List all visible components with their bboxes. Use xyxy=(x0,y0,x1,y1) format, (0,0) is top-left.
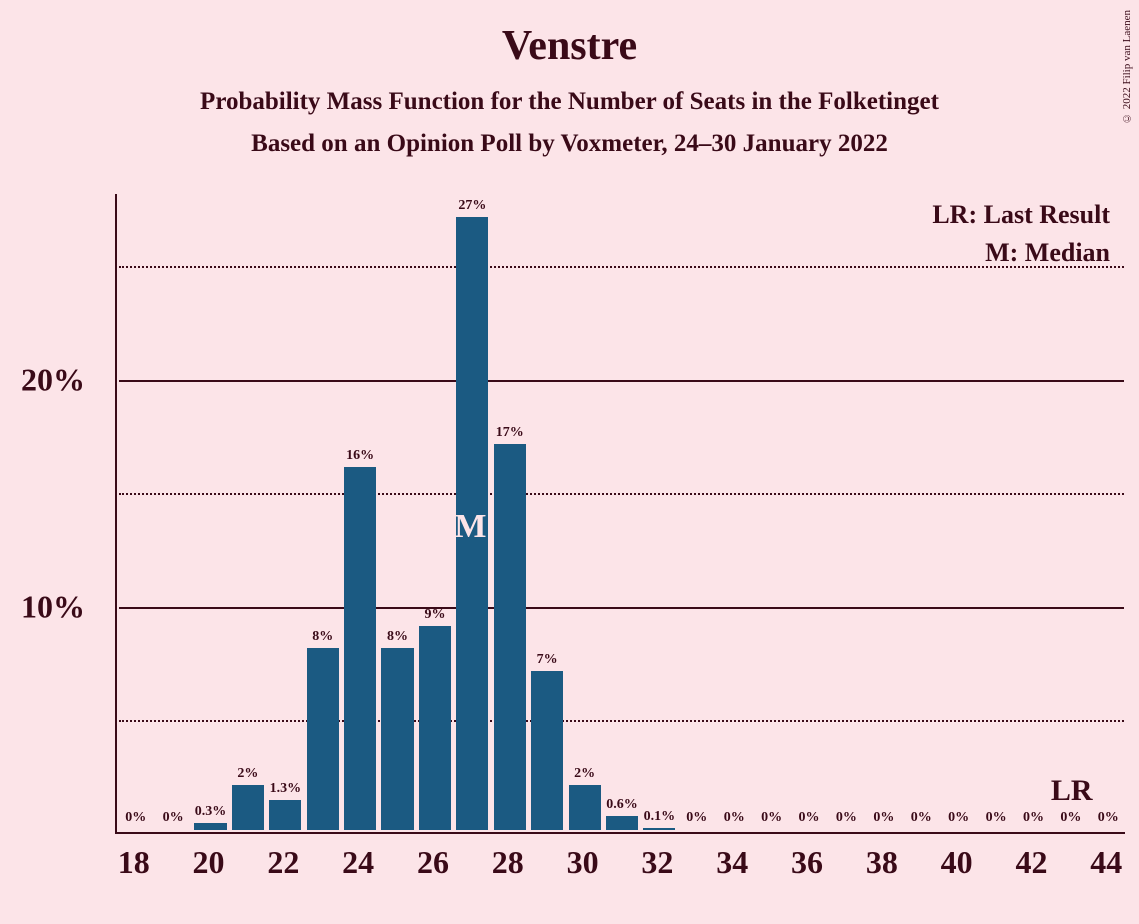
x-axis-label: 20 xyxy=(193,844,225,881)
bar-slot: 0% xyxy=(157,829,189,830)
y-axis-label: 10% xyxy=(0,588,85,625)
bar-slot: 0% xyxy=(1055,829,1087,830)
bar-value-label: 8% xyxy=(387,629,408,645)
bar-slot: 0% xyxy=(793,829,825,830)
bar-slot: 17% xyxy=(494,444,526,830)
lr-marker: LR xyxy=(1051,774,1093,808)
bar-value-label: 1.3% xyxy=(270,781,302,797)
legend-m: M: Median xyxy=(985,238,1110,268)
x-axis-label: 44 xyxy=(1090,844,1122,881)
bar-value-label: 9% xyxy=(424,607,445,623)
bar xyxy=(643,828,675,830)
bar-slot: 0% xyxy=(681,829,713,830)
bar-slot: 2% xyxy=(569,785,601,830)
bar-value-label: 7% xyxy=(537,652,558,668)
bar-slot: 0% xyxy=(905,829,937,830)
bar-slot: 0% xyxy=(1092,829,1124,830)
bar-slot: 2% xyxy=(232,785,264,830)
chart-area: 0%0%0.3%2%1.3%8%16%8%9%27%17%7%2%0.6%0.1… xyxy=(115,194,1125,834)
bar xyxy=(606,816,638,830)
plot-region: 0%0%0.3%2%1.3%8%16%8%9%27%17%7%2%0.6%0.1… xyxy=(115,194,1125,834)
chart-subtitle-1: Probability Mass Function for the Number… xyxy=(0,88,1139,116)
bar xyxy=(569,785,601,830)
bar-value-label: 8% xyxy=(312,629,333,645)
bar-slot: 0% xyxy=(980,829,1012,830)
bar xyxy=(531,671,563,830)
bar-value-label: 0.6% xyxy=(606,797,638,813)
bar-value-label: 0% xyxy=(724,810,745,826)
bar xyxy=(269,800,301,830)
bar-slot: 8% xyxy=(381,648,413,830)
bar-value-label: 0% xyxy=(911,810,932,826)
bar-value-label: 2% xyxy=(237,766,258,782)
x-axis-label: 24 xyxy=(342,844,374,881)
bar-value-label: 0% xyxy=(799,810,820,826)
bar-slot: 16% xyxy=(344,467,376,830)
x-axis-label: 22 xyxy=(267,844,299,881)
bar-value-label: 0% xyxy=(948,810,969,826)
bar-slot: 9% xyxy=(419,626,451,830)
x-axis-label: 30 xyxy=(567,844,599,881)
bar-value-label: 0% xyxy=(986,810,1007,826)
bar-slot: 0% xyxy=(756,829,788,830)
bar-value-label: 0% xyxy=(836,810,857,826)
x-axis-label: 36 xyxy=(791,844,823,881)
x-axis-label: 42 xyxy=(1015,844,1047,881)
bar-slot: 0% xyxy=(1017,829,1049,830)
bar xyxy=(307,648,339,830)
bar-slot: 0.6% xyxy=(606,816,638,830)
bar-value-label: 0% xyxy=(163,810,184,826)
bar-value-label: 0.3% xyxy=(195,804,227,820)
bar-value-label: 0% xyxy=(125,810,146,826)
x-axis-label: 18 xyxy=(118,844,150,881)
bar-slot: 0.3% xyxy=(194,823,226,830)
bar xyxy=(232,785,264,830)
bar-value-label: 0% xyxy=(1060,810,1081,826)
chart-subtitle-2: Based on an Opinion Poll by Voxmeter, 24… xyxy=(0,130,1139,158)
bar xyxy=(381,648,413,830)
bar-value-label: 0% xyxy=(761,810,782,826)
bar-slot: 1.3% xyxy=(269,800,301,830)
bar-value-label: 16% xyxy=(346,448,374,464)
bar xyxy=(419,626,451,830)
bar-value-label: 27% xyxy=(458,198,486,214)
x-axis-label: 38 xyxy=(866,844,898,881)
x-axis-label: 34 xyxy=(716,844,748,881)
y-axis-label: 20% xyxy=(0,361,85,398)
bar-slot: 0% xyxy=(868,829,900,830)
bar xyxy=(194,823,226,830)
bar-slot: 0% xyxy=(718,829,750,830)
bar-slot: 0% xyxy=(120,829,152,830)
x-axis-label: 26 xyxy=(417,844,449,881)
chart-title: Venstre xyxy=(0,0,1139,70)
x-axis-label: 28 xyxy=(492,844,524,881)
bar-slot: 0% xyxy=(943,829,975,830)
bar-slot: 8% xyxy=(307,648,339,830)
bar-value-label: 0.1% xyxy=(644,809,676,825)
median-marker: M xyxy=(454,508,486,546)
bar xyxy=(344,467,376,830)
bar-value-label: 0% xyxy=(873,810,894,826)
bar-slot: 7% xyxy=(531,671,563,830)
bars-container: 0%0%0.3%2%1.3%8%16%8%9%27%17%7%2%0.6%0.1… xyxy=(117,194,1127,830)
x-axis-label: 40 xyxy=(941,844,973,881)
bar-value-label: 0% xyxy=(1023,810,1044,826)
bar-value-label: 0% xyxy=(686,810,707,826)
bar-value-label: 17% xyxy=(496,425,524,441)
bar-value-label: 2% xyxy=(574,766,595,782)
bar xyxy=(494,444,526,830)
bar-slot: 0% xyxy=(830,829,862,830)
bar-value-label: 0% xyxy=(1098,810,1119,826)
legend-lr: LR: Last Result xyxy=(932,200,1110,230)
bar-slot: 0.1% xyxy=(643,828,675,830)
x-axis-label: 32 xyxy=(641,844,673,881)
copyright-text: © 2022 Filip van Laenen xyxy=(1121,10,1133,124)
